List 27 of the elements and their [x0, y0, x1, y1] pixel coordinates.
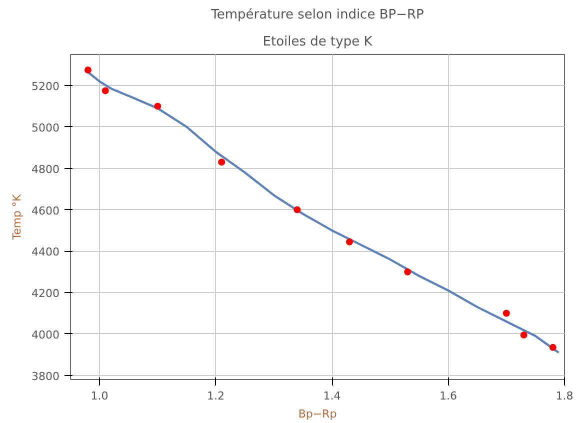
y-tick-label: 4600	[32, 204, 60, 218]
y-tick-label: 4000	[32, 328, 60, 342]
point	[549, 344, 556, 351]
chart-title: Température selon indice BP−RP	[210, 8, 424, 22]
point	[520, 332, 528, 338]
x-tick-label: 1.4	[323, 390, 341, 402]
x-tick-label: 1.8	[556, 390, 574, 402]
y-tick-label: 3800	[32, 370, 60, 383]
point	[102, 87, 109, 94]
point	[346, 238, 353, 246]
point	[502, 310, 510, 317]
x-tick-label: 1.6	[440, 390, 458, 402]
y-tick-label: 5000	[32, 121, 60, 134]
y-axis-title: Temp °K	[10, 193, 24, 241]
y-tick-label: 5200	[32, 80, 60, 94]
y-tick-label: 4400	[32, 246, 60, 259]
x-tick-label: 1.0	[90, 390, 108, 402]
y-tick-label: 4800	[32, 162, 60, 176]
x-axis-title: Bp−Rp	[298, 408, 337, 420]
chart-subtitle: Etoiles de type K	[262, 34, 373, 50]
point	[154, 102, 162, 110]
x-tick-label: 1.2	[207, 390, 225, 402]
point	[294, 206, 301, 214]
point	[84, 66, 92, 74]
y-tick-label: 4200	[32, 287, 60, 300]
point	[404, 268, 412, 276]
point	[218, 158, 226, 166]
